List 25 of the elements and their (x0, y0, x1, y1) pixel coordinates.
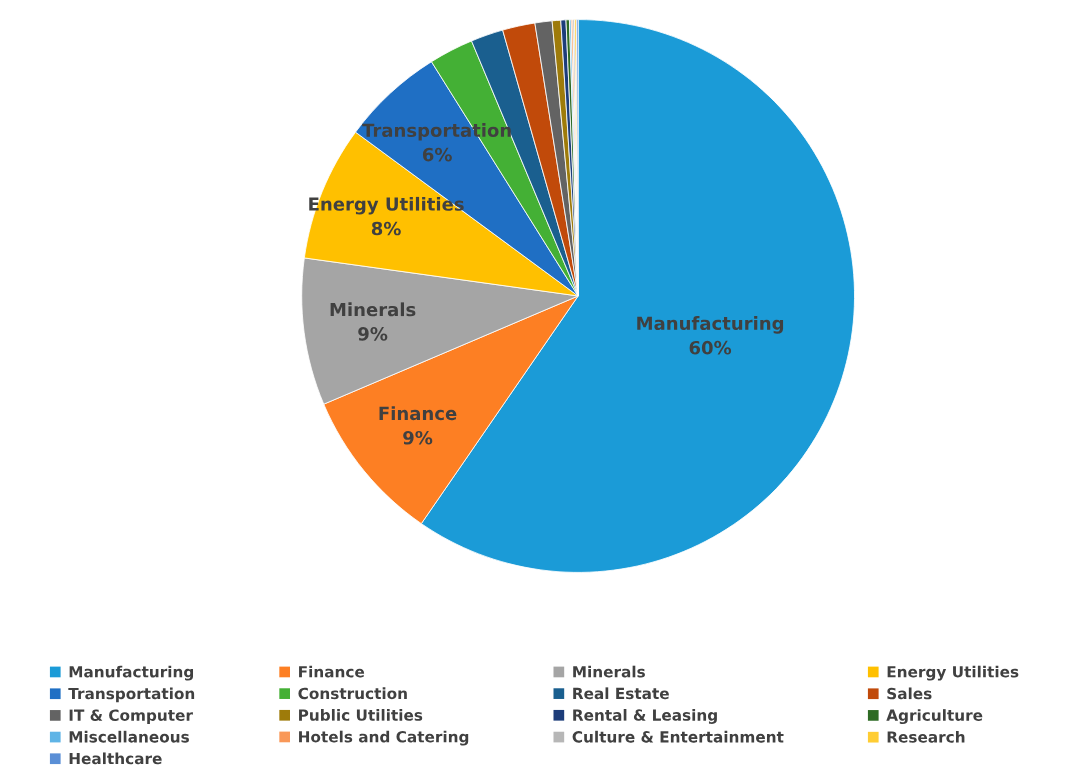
legend-label: Agriculture (886, 709, 983, 725)
legend-label: Transportation (68, 687, 195, 703)
data-label: 60% (689, 340, 732, 355)
legend-label: Sales (887, 687, 932, 700)
legend-label: Healthcare (69, 752, 162, 765)
data-label: 6% (422, 147, 452, 162)
data-label: 9% (403, 430, 433, 445)
legend-label: Research (887, 730, 965, 743)
legend-label: Finance (299, 665, 365, 678)
slice-label: Minerals (330, 302, 416, 317)
legend-label: Public Utilities (299, 709, 423, 721)
legend-label: Rental & Leasing (573, 709, 717, 724)
legend-label: Hotels and Catering (299, 730, 469, 746)
legend-label: Real Estate (573, 687, 669, 700)
slice-label: Finance (379, 406, 457, 421)
data-label: 8% (371, 221, 401, 236)
legend-label: Energy Utilities (887, 665, 1019, 681)
legend-label: Manufacturing (69, 665, 194, 681)
data-label: 9% (358, 327, 388, 341)
slice-label: Manufacturing (637, 316, 784, 334)
legend-label: Construction (298, 687, 407, 700)
legend-label: Culture & Entertainment (572, 730, 784, 743)
legend-label: IT & Computer (69, 709, 193, 724)
legend-label: Miscellaneous (69, 730, 189, 743)
legend-label: Minerals (573, 665, 645, 678)
